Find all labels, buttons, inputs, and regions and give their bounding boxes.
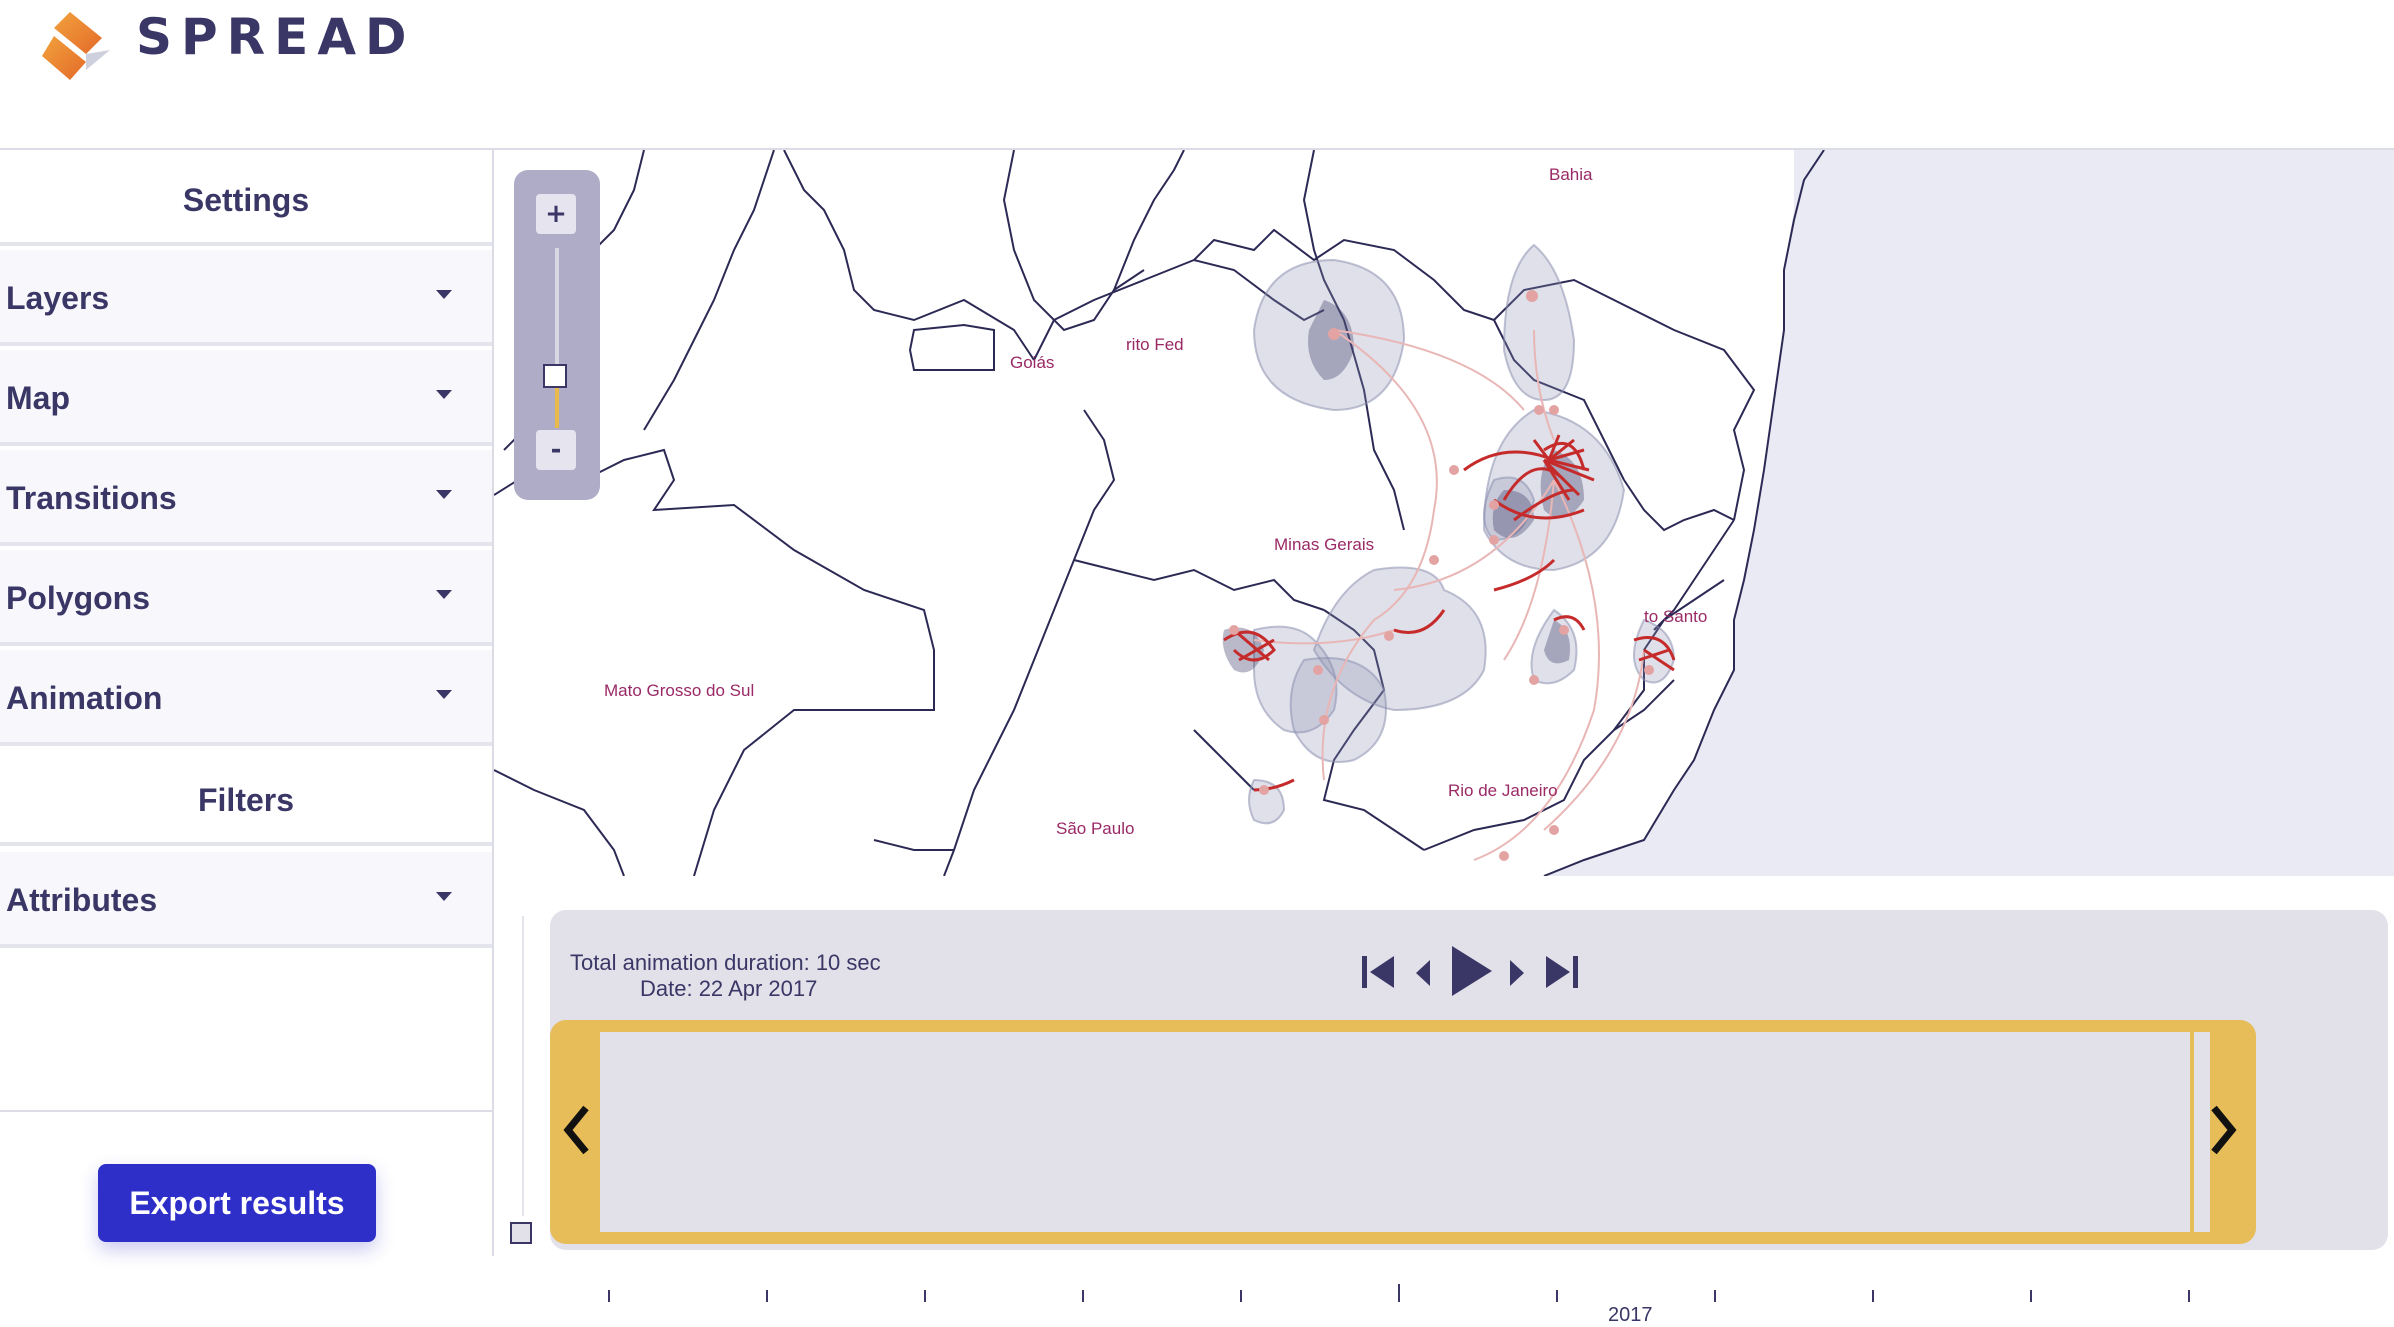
sidebar-item-layers[interactable]: Layers [0,250,492,346]
animation-timeline: Total animation duration: 10 sec Date: 2… [550,910,2388,1326]
timeline-tick [1398,1284,1400,1302]
caret-down-icon [436,690,452,699]
region-label: Mato Grosso do Sul [604,681,754,700]
zoom-out-button[interactable]: - [536,430,576,470]
sidebar: Settings Layers Map Transitions Polygons… [0,150,494,1256]
settings-heading-label: Settings [182,182,310,218]
timeline-tick [1872,1290,1874,1302]
timeline-tick [608,1290,610,1302]
settings-heading: Settings [0,150,492,246]
caret-down-icon [436,390,452,399]
timeline-tick [1240,1290,1242,1302]
timeline-tick [1556,1290,1558,1302]
filters-heading-label: Filters [197,782,295,818]
caret-down-icon [436,290,452,299]
step-back-icon[interactable] [1412,958,1434,988]
sidebar-item-polygons[interactable]: Polygons [0,550,492,646]
duration-text: Total animation duration: 10 sec [570,950,881,975]
skip-back-icon[interactable] [1358,952,1398,992]
region-borders [494,150,1825,876]
chevron-right-icon[interactable] [2204,1100,2244,1160]
map-canvas[interactable]: Bahia rito Fed Goiás Minas Gerais to San… [494,150,2394,876]
zoom-slider-handle[interactable] [543,364,567,388]
timeline-year-label: 2017 [1608,1304,1653,1326]
skip-forward-icon[interactable] [1542,952,1582,992]
timeline-checkbox[interactable] [510,1222,532,1244]
ocean [1544,150,2394,876]
transitions-strong [1223,434,1676,792]
zoom-control: + - [514,170,600,500]
region-labels: Bahia rito Fed Goiás Minas Gerais to San… [604,165,1707,838]
timeline-divider [522,916,524,1216]
timeline-tick [2188,1290,2190,1302]
timeline-tick [1714,1290,1716,1302]
sidebar-item-label: Polygons [6,580,151,616]
zoom-level-fill [555,382,559,428]
region-label: to Santo [1644,607,1707,626]
sidebar-item-animation[interactable]: Animation [0,650,492,746]
play-icon[interactable] [1446,944,1496,998]
app-header: SPREAD [0,0,2394,150]
region-label: Rio de Janeiro [1448,781,1558,800]
sidebar-item-label: Layers [6,280,110,316]
region-label: Bahia [1549,165,1593,184]
region-label: Minas Gerais [1274,535,1374,554]
zoom-track[interactable] [555,248,559,428]
filters-heading: Filters [0,750,492,846]
caret-down-icon [436,490,452,499]
sidebar-item-label: Map [6,380,70,416]
transition-nodes [1229,290,1654,861]
timeline-track[interactable]: 2017 [600,1032,2210,1326]
region-label: São Paulo [1056,819,1134,838]
caret-down-icon [436,590,452,599]
sidebar-item-transitions[interactable]: Transitions [0,450,492,546]
region-label: rito Fed [1126,335,1184,354]
sidebar-item-attributes[interactable]: Attributes [0,852,492,948]
sidebar-item-map[interactable]: Map [0,350,492,446]
chevron-left-icon[interactable] [556,1100,596,1160]
date-text: Date: 22 Apr 2017 [640,976,818,1001]
timeline-tick [766,1290,768,1302]
sidebar-divider [0,1110,492,1112]
timeline-tick [2030,1290,2032,1302]
sidebar-item-label: Attributes [6,882,158,918]
step-forward-icon[interactable] [1506,958,1528,988]
brand-name: SPREAD [136,8,416,66]
region-label: Goiás [1010,353,1054,372]
timeline-tick [1082,1290,1084,1302]
timeline-current-marker[interactable] [2190,1032,2194,1232]
map-view[interactable]: Bahia rito Fed Goiás Minas Gerais to San… [494,150,2394,876]
timeline-tick [924,1290,926,1302]
zoom-in-button[interactable]: + [536,194,576,234]
caret-down-icon [436,892,452,901]
logo-icon [42,12,110,80]
sidebar-item-label: Animation [6,680,163,716]
export-results-button[interactable]: Export results [98,1164,376,1242]
sidebar-item-label: Transitions [6,480,177,516]
